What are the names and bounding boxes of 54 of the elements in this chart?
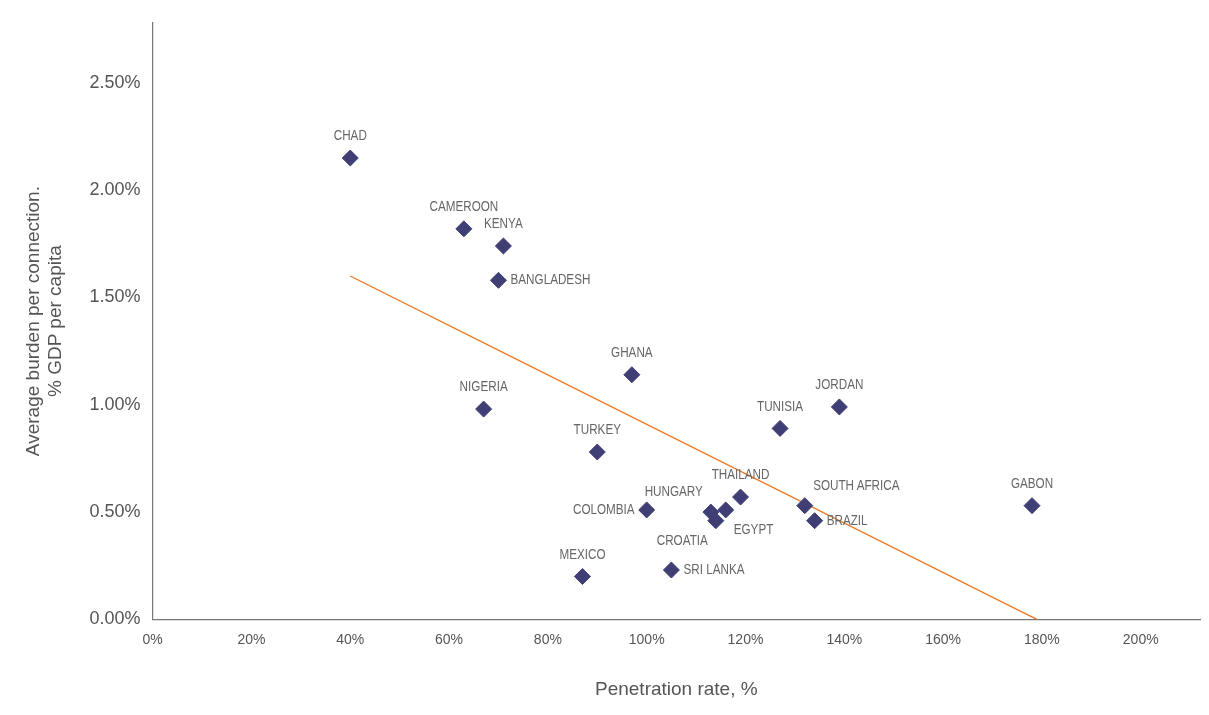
point <box>732 488 750 506</box>
x-tick-label: 200% <box>1122 630 1159 647</box>
annotation: GABON <box>1010 474 1054 492</box>
annotation: JORDAN <box>815 375 864 393</box>
y-tick-label: 2.00% <box>89 179 141 200</box>
point <box>638 501 656 519</box>
point <box>717 501 735 519</box>
point <box>1023 497 1041 515</box>
point <box>806 512 824 530</box>
point <box>475 400 493 418</box>
x-tick-label: 60% <box>435 630 464 647</box>
x-tick-label: 120% <box>727 630 764 647</box>
annotation: KENYA <box>484 214 523 232</box>
x-tick-label: 180% <box>1024 630 1060 647</box>
annotation: EGYPT <box>733 520 774 538</box>
annotation: CAMEROON <box>429 197 499 215</box>
x-axis-title: Penetration rate, % <box>594 677 758 699</box>
annotation: GHANA <box>611 343 653 361</box>
point <box>830 398 848 416</box>
annotation: SOUTH AFRICA <box>813 476 900 494</box>
annotation: TURKEY <box>573 420 621 438</box>
annotation: TUNISIA <box>757 397 804 414</box>
point <box>455 220 473 238</box>
point <box>573 567 591 585</box>
point <box>623 366 641 384</box>
x-tick-label: 40% <box>336 630 365 647</box>
annotation: MEXICO <box>559 545 606 562</box>
point <box>588 443 606 461</box>
x-tick-label: 20% <box>237 630 266 647</box>
point <box>494 237 512 255</box>
annotation: BANGLADESH <box>510 271 591 288</box>
y-tick-label: 1.00% <box>89 393 141 414</box>
y-tick-label: 2.50% <box>89 71 141 92</box>
x-tick-label: 80% <box>533 630 562 647</box>
annotation: CROATIA <box>656 531 708 549</box>
annotation: CHAD <box>333 126 368 144</box>
y-tick-label: 0.50% <box>89 501 141 522</box>
y-axis-title: Average burden per connection. % GDP per capita <box>21 186 66 457</box>
point <box>707 512 725 530</box>
annotation: HUNGARY <box>644 482 703 500</box>
point <box>796 497 814 515</box>
y-tick-label: 1.50% <box>89 286 141 307</box>
x-tick-label: 100% <box>628 630 665 647</box>
annotation: SRI LANKA <box>683 560 745 578</box>
x-tick-label: 160% <box>925 630 962 647</box>
point <box>662 561 680 579</box>
x-tick-label: 0% <box>142 630 163 647</box>
annotation: NIGERIA <box>459 377 508 395</box>
y-tick-label: 0.00% <box>89 608 141 629</box>
point <box>341 149 359 167</box>
x-tick-label: 140% <box>826 630 863 647</box>
point <box>489 271 507 289</box>
point <box>771 419 789 437</box>
annotation: COLOMBIA <box>572 500 635 518</box>
